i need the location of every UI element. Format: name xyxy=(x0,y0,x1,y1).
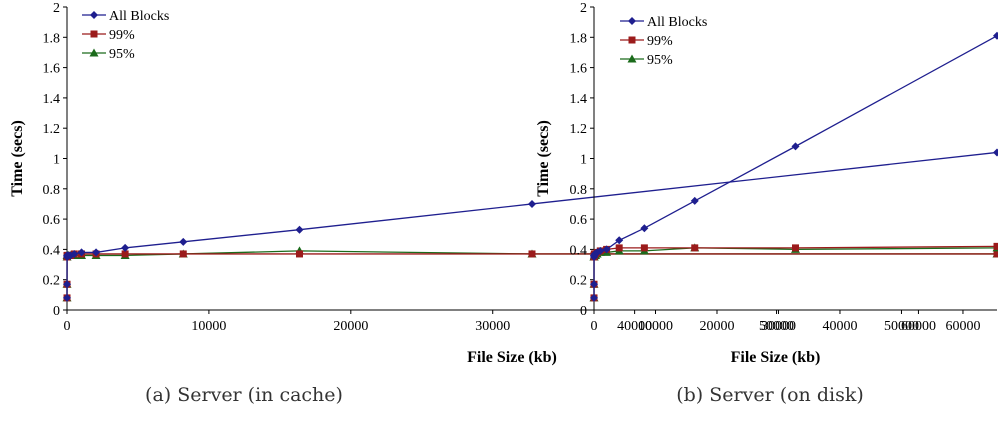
data-point xyxy=(63,280,72,289)
y-tick-label: 1.4 xyxy=(43,92,61,107)
data-point xyxy=(993,31,998,40)
x-tick-label: 30000 xyxy=(475,319,510,334)
x-tick-label: 30000 xyxy=(761,319,796,334)
y-tick-label: 0.2 xyxy=(570,274,588,289)
legend-label: 99% xyxy=(647,34,673,49)
legend-marker xyxy=(628,17,636,25)
x-tick-label: 10000 xyxy=(638,319,673,334)
data-point xyxy=(295,225,304,234)
series-line xyxy=(66,250,997,298)
data-point xyxy=(791,142,800,151)
series-line xyxy=(593,247,998,298)
data-point xyxy=(590,293,599,302)
x-tick-label: 60000 xyxy=(901,319,936,334)
data-point xyxy=(615,236,624,245)
legend-marker xyxy=(628,36,636,44)
legend-label: 95% xyxy=(647,53,673,68)
data-point xyxy=(92,248,101,257)
y-tick-label: 1.6 xyxy=(43,62,61,77)
x-axis-title: File Size (kb) xyxy=(467,349,557,366)
legend-label: 95% xyxy=(109,47,135,62)
y-tick-label: 1.4 xyxy=(570,92,588,107)
caption-server-in-cache: (a) Server (in cache) xyxy=(145,384,343,406)
data-point xyxy=(640,244,648,252)
data-point xyxy=(615,244,623,252)
data-point xyxy=(590,280,599,289)
data-point xyxy=(63,293,72,302)
legend-marker xyxy=(89,48,99,57)
y-tick-label: 1.8 xyxy=(570,31,588,46)
data-point xyxy=(121,243,130,252)
caption-server-on-disk: (b) Server (on disk) xyxy=(676,384,864,406)
x-tick-label: 0 xyxy=(64,319,71,334)
data-point xyxy=(993,148,998,157)
legend-marker xyxy=(627,54,637,63)
data-point xyxy=(121,250,129,258)
series-line xyxy=(66,253,997,298)
y-tick-label: 0.2 xyxy=(43,274,61,289)
y-tick-label: 1 xyxy=(580,153,587,168)
y-tick-label: 1.2 xyxy=(43,122,61,137)
legend-label: All Blocks xyxy=(647,15,707,30)
x-tick-label: 20000 xyxy=(699,319,734,334)
y-axis-title: Time (secs) xyxy=(9,120,26,197)
data-point xyxy=(528,250,536,258)
data-point xyxy=(993,250,998,258)
data-point xyxy=(528,199,536,208)
data-point xyxy=(993,242,998,250)
legend-marker xyxy=(90,30,98,38)
data-point xyxy=(179,250,187,258)
data-point xyxy=(77,248,86,257)
chart-in-cache: 0 0.2 0.4 0.6 0.8 1 1.2 1.4 1.6 1.8 2 0 10000 20000 30… xyxy=(9,1,998,366)
y-tick-label: 0.4 xyxy=(570,243,588,258)
x-tick-label: 50000 xyxy=(884,319,919,334)
data-point xyxy=(596,246,605,255)
x-tick-label: 40000 xyxy=(617,319,652,334)
y-tick-label: 2 xyxy=(53,1,60,16)
chart-on-disk: 0 0.2 0.4 0.6 0.8 1 1.2 1.4 1.6 1.8 2 0 10000 20000 30… xyxy=(535,1,998,366)
y-tick-label: 0.8 xyxy=(570,183,588,198)
data-point xyxy=(691,244,699,252)
y-tick-label: 0.6 xyxy=(570,213,588,228)
data-point xyxy=(296,250,303,258)
y-tick-label: 1 xyxy=(53,153,60,168)
data-point xyxy=(690,196,699,205)
series-line xyxy=(66,151,998,298)
x-tick-label: 0 xyxy=(591,319,598,334)
data-point xyxy=(792,244,799,252)
y-axis-title: Time (secs) xyxy=(535,120,552,197)
legend-label: All Blocks xyxy=(109,9,169,24)
y-tick-label: 0.6 xyxy=(43,213,61,228)
y-tick-label: 0.8 xyxy=(43,183,61,198)
x-tick-label: 20000 xyxy=(333,319,368,334)
y-tick-label: 1.8 xyxy=(43,31,61,46)
x-tick-label: 10000 xyxy=(191,319,226,334)
y-tick-label: 1.2 xyxy=(570,122,588,137)
y-tick-label: 0.4 xyxy=(43,243,61,258)
x-tick-label: 60000 xyxy=(945,319,980,334)
x-tick-label: 50000 xyxy=(759,319,794,334)
legend-marker xyxy=(90,11,98,19)
data-point xyxy=(640,224,649,233)
data-point xyxy=(70,249,79,258)
legend-label: 99% xyxy=(109,28,135,43)
series-line xyxy=(593,35,998,298)
x-axis-title: File Size (kb) xyxy=(731,349,821,366)
y-tick-label: 1.6 xyxy=(570,62,588,77)
data-point xyxy=(179,237,188,246)
data-point xyxy=(602,245,611,254)
y-tick-label: 0 xyxy=(580,304,587,319)
y-tick-label: 0 xyxy=(53,304,60,319)
x-tick-label: 40000 xyxy=(822,319,857,334)
y-tick-label: 2 xyxy=(580,1,587,16)
